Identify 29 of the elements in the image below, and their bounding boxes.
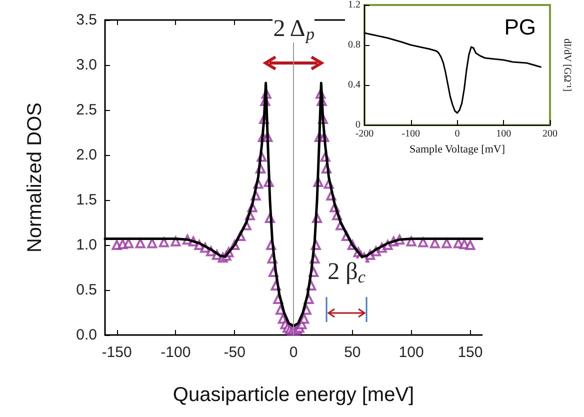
y-tick-label: 0.8: [348, 40, 360, 50]
y-tick-label: 0: [356, 120, 360, 130]
x-tick-label: 100: [496, 128, 512, 140]
y-tick-label: 0.0: [76, 326, 97, 344]
x-tick-label: -150: [102, 344, 132, 361]
x-tick-label: -200: [355, 128, 374, 140]
y-tick-label: 0.5: [76, 282, 97, 298]
y-tick-label: 1.0: [76, 236, 97, 254]
y-tick-label: 3.5: [76, 12, 97, 28]
y-tick-label: 3.0: [76, 56, 97, 74]
x-tick-label: 50: [344, 344, 361, 361]
y-tick-label: 0.4: [348, 80, 360, 90]
y-axis-title: dI/dV [GΩ⁻¹]: [562, 38, 572, 92]
x-axis-title: Quasiparticle energy [meV]: [172, 384, 414, 406]
x-tick-label: 0: [289, 344, 298, 361]
x-tick-label: 150: [458, 344, 483, 361]
annotation: PG: [504, 14, 536, 40]
x-tick-label: 200: [542, 128, 558, 140]
x-tick-label: 100: [398, 344, 424, 361]
x-tick-label: -100: [402, 128, 420, 140]
x-tick-label: 0: [454, 128, 460, 140]
y-tick-label: 2.0: [76, 146, 97, 164]
x-axis-title: Sample Voltage [mV]: [409, 143, 506, 156]
x-tick-label: -100: [160, 344, 191, 361]
y-tick-label: 2.5: [76, 102, 97, 118]
y-tick-label: 1.2: [348, 0, 360, 10]
x-tick-label: -50: [224, 344, 246, 361]
y-axis-title: Normalized DOS: [24, 102, 46, 253]
y-tick-label: 1.5: [76, 192, 97, 208]
